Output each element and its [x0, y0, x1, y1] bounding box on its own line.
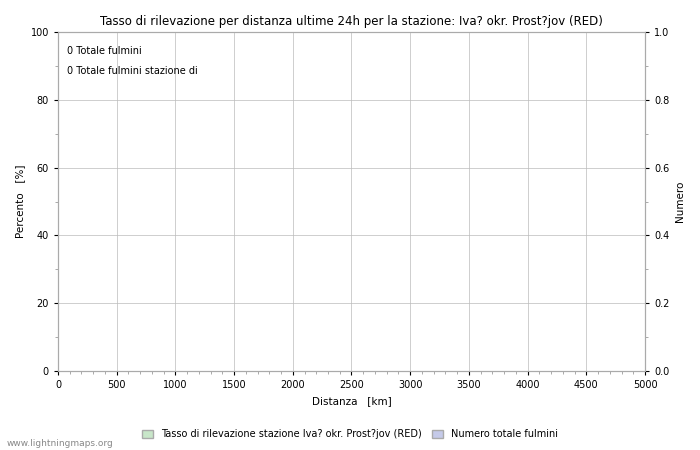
Y-axis label: Percento   [%]: Percento [%] — [15, 165, 25, 238]
Title: Tasso di rilevazione per distanza ultime 24h per la stazione: Iva? okr. Prost?jo: Tasso di rilevazione per distanza ultime… — [100, 15, 603, 28]
Y-axis label: Numero: Numero — [675, 181, 685, 222]
Text: www.lightningmaps.org: www.lightningmaps.org — [7, 439, 113, 448]
Text: 0 Totale fulmini stazione di: 0 Totale fulmini stazione di — [66, 66, 197, 76]
X-axis label: Distanza   [km]: Distanza [km] — [312, 396, 391, 406]
Text: 0 Totale fulmini: 0 Totale fulmini — [66, 45, 141, 55]
Legend: Tasso di rilevazione stazione Iva? okr. Prost?jov (RED), Numero totale fulmini: Tasso di rilevazione stazione Iva? okr. … — [138, 425, 562, 443]
